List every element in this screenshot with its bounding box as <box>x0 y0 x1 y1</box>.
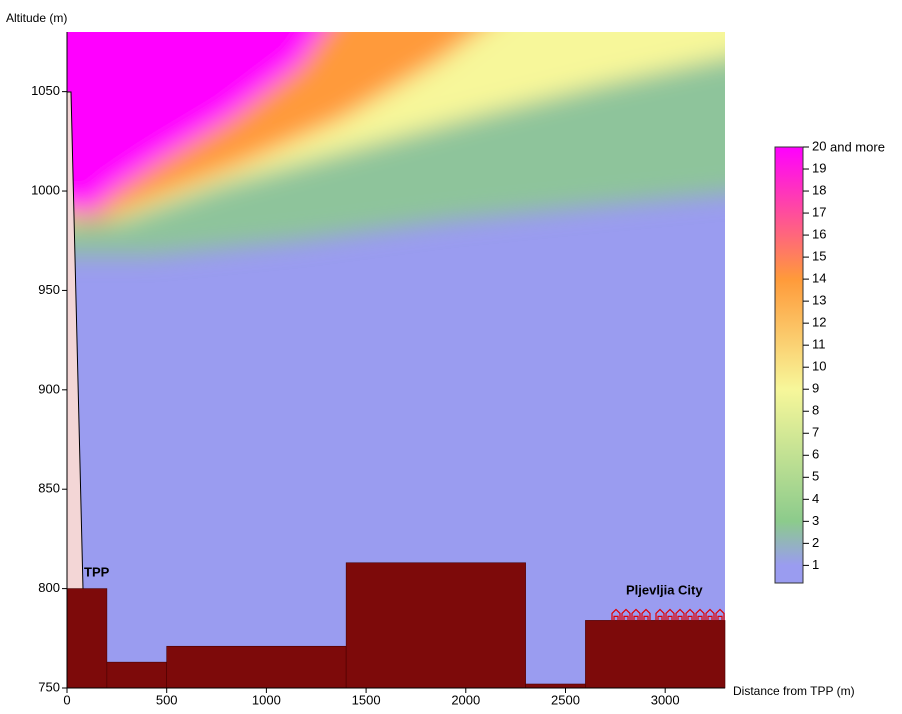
colorbar-tick-label: 12 <box>812 315 826 330</box>
y-tick-label: 850 <box>38 481 60 496</box>
colorbar-tick-label: 1 <box>812 557 819 572</box>
terrain-block <box>346 563 525 688</box>
colorbar-tick-label: 20 <box>812 138 826 153</box>
annotation: Pljevljia City <box>626 582 703 597</box>
y-tick-label: 1050 <box>31 83 60 98</box>
colorbar <box>775 147 803 583</box>
colorbar-tick-label: 10 <box>812 359 826 374</box>
page: {"chart_data": {"type": "field", "x_labe… <box>0 0 902 709</box>
colorbar-tick-label: 7 <box>812 425 819 440</box>
colorbar-tick-label: 5 <box>812 469 819 484</box>
y-tick-label: 900 <box>38 381 60 396</box>
y-axis-label: Altitude (m) <box>6 11 67 25</box>
colorbar-tick-label: 15 <box>812 249 826 264</box>
x-axis-label: Distance from TPP (m) <box>733 684 855 698</box>
y-tick-label: 800 <box>38 580 60 595</box>
colorbar-tick-label: 2 <box>812 535 819 550</box>
x-tick-label: 500 <box>156 692 178 707</box>
terrain-block <box>107 662 167 688</box>
terrain-block <box>67 589 107 688</box>
y-tick-label: 1000 <box>31 182 60 197</box>
x-tick-label: 2500 <box>551 692 580 707</box>
colorbar-tick-label: 6 <box>812 447 819 462</box>
x-tick-label: 3000 <box>651 692 680 707</box>
x-tick-label: 1000 <box>252 692 281 707</box>
colorbar-tick-label: 13 <box>812 293 826 308</box>
y-tick-label: 950 <box>38 282 60 297</box>
colorbar-tick-label: 4 <box>812 491 819 506</box>
colorbar-tick-label: 16 <box>812 227 826 242</box>
colorbar-tick-label: 18 <box>812 182 826 197</box>
chart: TPP Pljevljia City Altitude (m) Distance… <box>0 0 902 709</box>
x-tick-label: 0 <box>63 692 70 707</box>
terrain-block <box>526 684 586 688</box>
colorbar-tick-label: 14 <box>812 271 826 286</box>
colorbar-tick-label: 19 <box>812 160 826 175</box>
terrain-block <box>585 620 725 688</box>
colorbar-tick-label: 8 <box>812 403 819 418</box>
x-tick-label: 1500 <box>352 692 381 707</box>
colorbar-tick-label: 3 <box>812 513 819 528</box>
y-tick-label: 750 <box>38 679 60 694</box>
colorbar-tick-label: 11 <box>812 337 826 352</box>
colorbar-tick-label: 17 <box>812 204 826 219</box>
colorbar-tick-label: 9 <box>812 381 819 396</box>
annotation: TPP <box>84 564 110 579</box>
x-tick-label: 2000 <box>451 692 480 707</box>
colorbar-top-label: and more <box>830 139 885 154</box>
terrain-block <box>167 646 346 688</box>
